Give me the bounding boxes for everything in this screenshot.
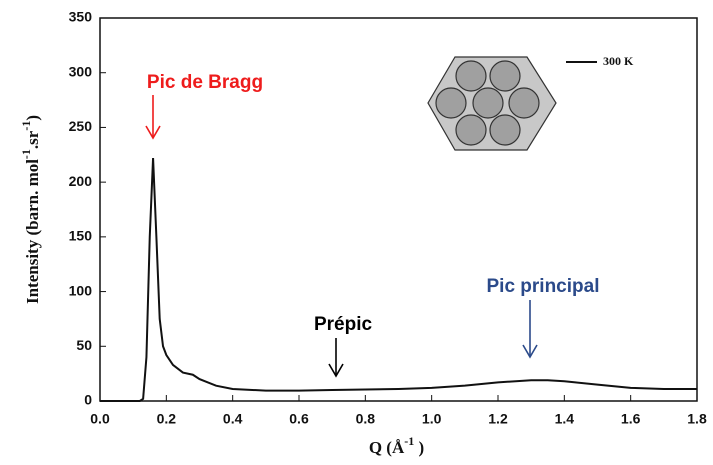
superscript: -1: [19, 121, 33, 131]
hexagon-icon: [427, 56, 557, 151]
plot-frame: [99, 17, 698, 402]
superscript: -1: [404, 434, 414, 448]
label-part: .sr: [23, 130, 42, 149]
legend-label: 300 K: [603, 54, 634, 68]
y-tick-label: 0: [84, 392, 92, 408]
x-tick-label: 0.0: [90, 411, 110, 427]
x-tick-label: 0.4: [223, 411, 243, 427]
label-part: Q (: [369, 438, 392, 457]
label-part: Å: [392, 438, 405, 457]
label-part: Intensity (barn. mol: [23, 159, 42, 304]
x-tick-label: 1.6: [621, 411, 641, 427]
y-tick-label: 50: [76, 337, 92, 353]
data-line: [100, 158, 697, 402]
label-part: ): [23, 115, 42, 121]
y-tick-label: 350: [69, 9, 93, 25]
x-axis-label: Q (Å-1 ): [369, 434, 424, 457]
annotation: Pic principal: [487, 276, 600, 297]
label-part: ): [414, 438, 424, 457]
y-tick-label: 300: [69, 63, 93, 79]
x-tick-label: 0.8: [356, 411, 376, 427]
y-tick-label: 200: [69, 173, 93, 189]
y-axis-label: Intensity (barn. mol-1.sr-1): [19, 115, 42, 304]
annotation-arrowhead: [522, 344, 538, 359]
x-tick-label: 1.8: [687, 411, 707, 427]
x-tick-label: 1.2: [488, 411, 508, 427]
annotation-arrowhead: [145, 125, 161, 140]
superscript: -1: [19, 149, 33, 159]
x-tick-label: 0.2: [157, 411, 177, 427]
annotation-arrowhead: [328, 363, 344, 378]
y-tick-label: 250: [69, 118, 93, 134]
annotation: Pic de Bragg: [147, 72, 263, 93]
x-tick-label: 0.6: [289, 411, 309, 427]
x-tick-label: 1.0: [422, 411, 442, 427]
x-tick-label: 1.4: [555, 411, 575, 427]
annotation: Prépic: [314, 314, 373, 335]
y-tick-label: 100: [69, 282, 93, 298]
y-tick-label: 150: [69, 228, 93, 244]
